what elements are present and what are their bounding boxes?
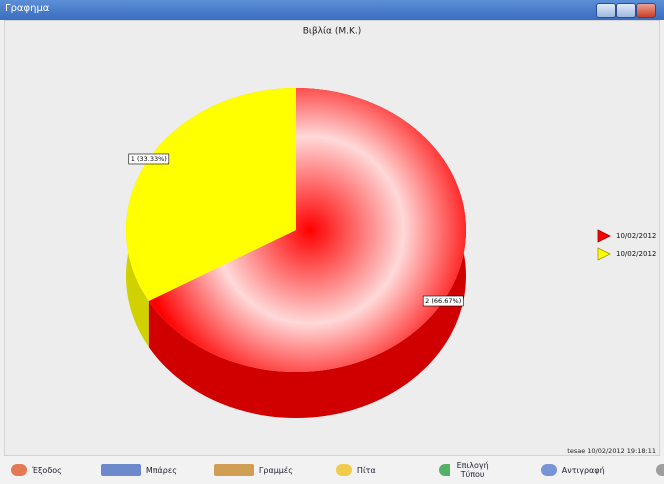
- legend-label: 10/02/2012: [616, 250, 656, 258]
- button-label: Γραμμές: [258, 465, 293, 475]
- data-label: 1 (33.33%): [131, 155, 167, 163]
- button-icon: [335, 464, 352, 476]
- data-label: 2 (66.67%): [425, 297, 461, 305]
- button-label: Έξοδος: [32, 465, 62, 475]
- toolbar-button[interactable]: Πίτα: [335, 461, 376, 479]
- pie-slice: [148, 88, 467, 373]
- toolbar-button[interactable]: Επιλογή Τύπου: [438, 461, 492, 479]
- chart-title: Βιβλία (Μ.Κ.): [303, 27, 362, 37]
- button-label: Επιλογή Τύπου: [456, 461, 489, 479]
- pie-slice: [125, 88, 296, 301]
- button-icon: [540, 464, 557, 476]
- minimize-button[interactable]: [596, 3, 616, 18]
- button-label: Πίτα: [356, 465, 376, 475]
- close-button[interactable]: [636, 3, 656, 18]
- title-bar: Γραφημα: [0, 0, 664, 20]
- legend-label: 10/02/2012: [616, 232, 656, 240]
- button-icon: [655, 464, 664, 476]
- button-label: Μπάρες: [145, 465, 177, 475]
- button-icon: [213, 464, 254, 476]
- button-icon: [11, 464, 27, 476]
- window-title: Γραφημα: [5, 3, 50, 14]
- button-icon: [438, 464, 450, 476]
- legend-marker: [597, 247, 611, 261]
- toolbar-button[interactable]: Αντιγραφή: [540, 461, 605, 479]
- legend-marker: [597, 229, 611, 243]
- data-label-box: [422, 295, 464, 307]
- toolbar-button[interactable]: Μπάρες: [100, 461, 177, 479]
- toolbar-button[interactable]: Εκτύπωση: [655, 461, 664, 479]
- data-label-box: [128, 153, 170, 165]
- button-label: Αντιγραφή: [561, 465, 605, 475]
- toolbar-button[interactable]: Γραμμές: [213, 461, 293, 479]
- chart: Βιβλία (Μ.Κ.) tesae 10/02/2012 19:18:11 …: [4, 20, 660, 456]
- maximize-button[interactable]: [616, 3, 636, 18]
- toolbar-button[interactable]: Έξοδος: [10, 461, 62, 479]
- toolbar: Έξοδος Μπάρες Γραμμές Πίτα Επιλογή Τύπου Αντι…: [0, 456, 664, 484]
- footer-stamp: tesae 10/02/2012 19:18:11: [567, 447, 656, 455]
- button-icon: [100, 464, 141, 476]
